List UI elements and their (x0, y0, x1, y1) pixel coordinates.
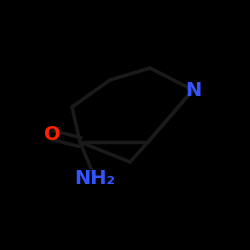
Text: N: N (185, 80, 201, 100)
Text: NH₂: NH₂ (74, 168, 116, 188)
Text: O: O (44, 126, 60, 144)
